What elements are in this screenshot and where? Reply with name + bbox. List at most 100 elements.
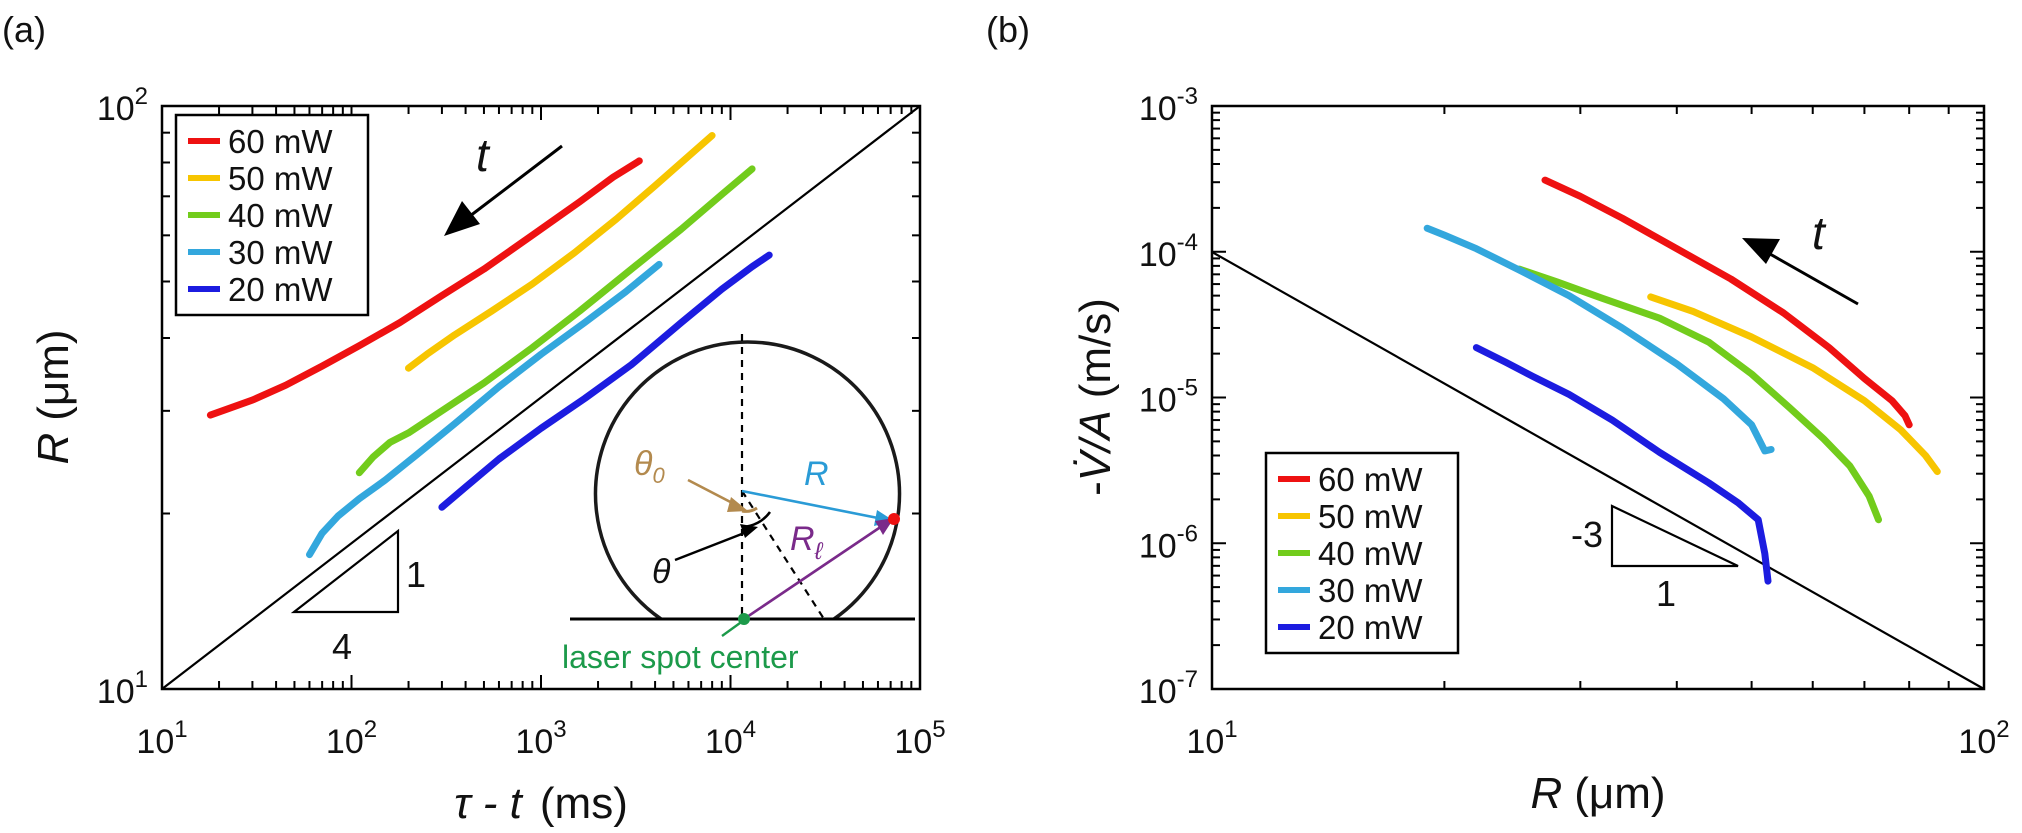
- series-line-40-mW: [355, 165, 756, 477]
- panel-b-slope-triangle-shape: [1610, 504, 1739, 568]
- legend-label: 40 mW: [1318, 535, 1423, 572]
- panel-b-y-axis-label-symbol: V̇/A: [1071, 410, 1120, 481]
- y-tick-label-exponent: -3: [1177, 83, 1198, 110]
- series-line-30-mW: [1423, 224, 1775, 455]
- panel-b-ticks: [1211, 106, 1984, 690]
- y-tick-label: 101: [97, 666, 148, 711]
- legend-label: 50 mW: [228, 160, 333, 197]
- y-tick-label: 10-7: [1139, 666, 1198, 711]
- y-tick-label-exponent: 2: [135, 83, 148, 110]
- panel-b-plot-area: [1210, 104, 1986, 691]
- x-tick-label-base: 10: [1958, 723, 1996, 761]
- y-tick-label: 10-5: [1139, 375, 1198, 420]
- y-tick-label-base: 10: [1139, 382, 1177, 420]
- radius-rl-vector: [743, 520, 889, 621]
- panel-b-time-arrow-label: t: [1812, 207, 1827, 259]
- panel-a-slope-rise-label: 1: [406, 554, 426, 595]
- series-line-40-mW: [1515, 265, 1882, 524]
- x-tick-label-exponent: 3: [553, 716, 566, 743]
- series-line-20-mW: [1472, 344, 1772, 585]
- laser-spot-pointer: [721, 622, 741, 637]
- series-line-50-mW: [405, 132, 716, 372]
- legend-label: 30 mW: [1318, 572, 1423, 609]
- y-tick-label: 10-6: [1139, 520, 1198, 565]
- legend-label: 40 mW: [228, 197, 333, 234]
- x-tick-label-base: 10: [136, 723, 174, 761]
- x-tick-label-base: 10: [894, 723, 932, 761]
- y-tick-label-exponent: -5: [1177, 375, 1198, 402]
- x-tick-label-base: 10: [705, 723, 743, 761]
- panel-b-time-arrow: t: [1742, 207, 1859, 306]
- panel-b-y-axis-label: -V̇/A (m/s): [1071, 298, 1120, 496]
- panel-b-time-arrow-shaft: [1769, 252, 1859, 306]
- y-tick-label-exponent: -7: [1177, 666, 1198, 693]
- series-line-60-mW: [206, 157, 643, 419]
- panel-a-y-axis-label-unit: (μm): [29, 329, 78, 420]
- panel-a-x-axis-label-symbol: τ - t: [454, 779, 524, 828]
- panel-b-slope-rise-label: -3: [1571, 514, 1603, 555]
- y-tick-label-base: 10: [1139, 527, 1177, 565]
- y-tick-label-exponent: -6: [1177, 520, 1198, 547]
- series-line-60-mW: [1541, 176, 1913, 429]
- y-tick-label-base: 10: [97, 90, 135, 128]
- legend-label: 20 mW: [1318, 609, 1423, 646]
- theta0-label: θ0: [634, 445, 665, 488]
- radius-rl-label-main: R: [790, 520, 815, 558]
- y-tick-label-base: 10: [1139, 90, 1177, 128]
- panel-b-label: (b): [986, 9, 1030, 50]
- panel-a-inset-drop-schematic: R Rℓ θ0 θ laser spot center: [562, 334, 915, 675]
- y-tick-label-base: 10: [1139, 236, 1177, 274]
- x-tick-label: 102: [326, 716, 377, 761]
- panel-b-x-axis-label-symbol: R: [1530, 769, 1562, 818]
- series-line-20-mW: [438, 251, 773, 511]
- panel-b-x-axis-label-unit: (μm): [1574, 769, 1665, 818]
- panel-b-x-tick-labels: 101 102: [1186, 716, 2009, 761]
- panel-a-plot-area: [160, 104, 922, 691]
- x-tick-label: 101: [136, 716, 187, 761]
- panel-b-y-axis-label-prefix: -: [1071, 481, 1120, 496]
- panel-a-y-axis-label-symbol: R: [29, 433, 78, 465]
- theta-label: θ: [652, 553, 671, 591]
- x-tick-label-base: 10: [326, 723, 364, 761]
- theta0-label-main: θ: [634, 445, 653, 483]
- panel-a-reference-line: [161, 105, 921, 690]
- laser-spot-center-point: [738, 613, 750, 625]
- panel-a-series: [206, 132, 773, 559]
- x-tick-label-exponent: 4: [743, 716, 756, 743]
- series-line-30-mW: [306, 260, 663, 559]
- panel-a-x-axis-label: τ - t (ms): [454, 779, 628, 828]
- x-tick-label-exponent: 5: [932, 716, 945, 743]
- panel-b-x-axis-label: R (μm): [1530, 769, 1665, 818]
- panel-a-ticks: [161, 106, 920, 690]
- panel-a-slope-triangle: 4 1: [290, 528, 426, 667]
- theta0-pointer-head: [727, 497, 748, 512]
- x-tick-label: 101: [1186, 716, 1237, 761]
- panel-b-y-tick-labels: 10-710-610-510-410-3: [1139, 83, 1198, 711]
- legend-label: 20 mW: [228, 271, 333, 308]
- x-tick-label: 105: [894, 716, 945, 761]
- panel-a-x-tick-labels: 101 102 103 104 105: [136, 716, 945, 761]
- panel-b-time-arrow-head: [1742, 238, 1780, 264]
- panel-a-y-axis-label: R (μm): [29, 329, 78, 464]
- y-tick-label-base: 10: [97, 673, 135, 711]
- y-tick-label: 10-3: [1139, 83, 1198, 128]
- panel-b-y-axis-label-unit: (m/s): [1071, 298, 1120, 398]
- laser-spot-center-label: laser spot center: [562, 639, 799, 675]
- legend-label: 30 mW: [228, 234, 333, 271]
- panel-b-reference-line: [1211, 251, 1985, 690]
- radius-r-label: R: [804, 455, 829, 493]
- legend-label: 60 mW: [1318, 461, 1423, 498]
- radius-rl-label: Rℓ: [790, 520, 824, 565]
- theta-pointer-head: [740, 524, 758, 538]
- x-tick-label: 103: [515, 716, 566, 761]
- theta0-label-sub: 0: [652, 463, 665, 488]
- panel-a-slope-run-label: 4: [332, 626, 352, 667]
- y-tick-label-base: 10: [1139, 673, 1177, 711]
- x-tick-label-exponent: 2: [364, 716, 377, 743]
- panel-a-time-arrow-head: [444, 201, 480, 236]
- y-tick-label: 10-4: [1139, 229, 1198, 274]
